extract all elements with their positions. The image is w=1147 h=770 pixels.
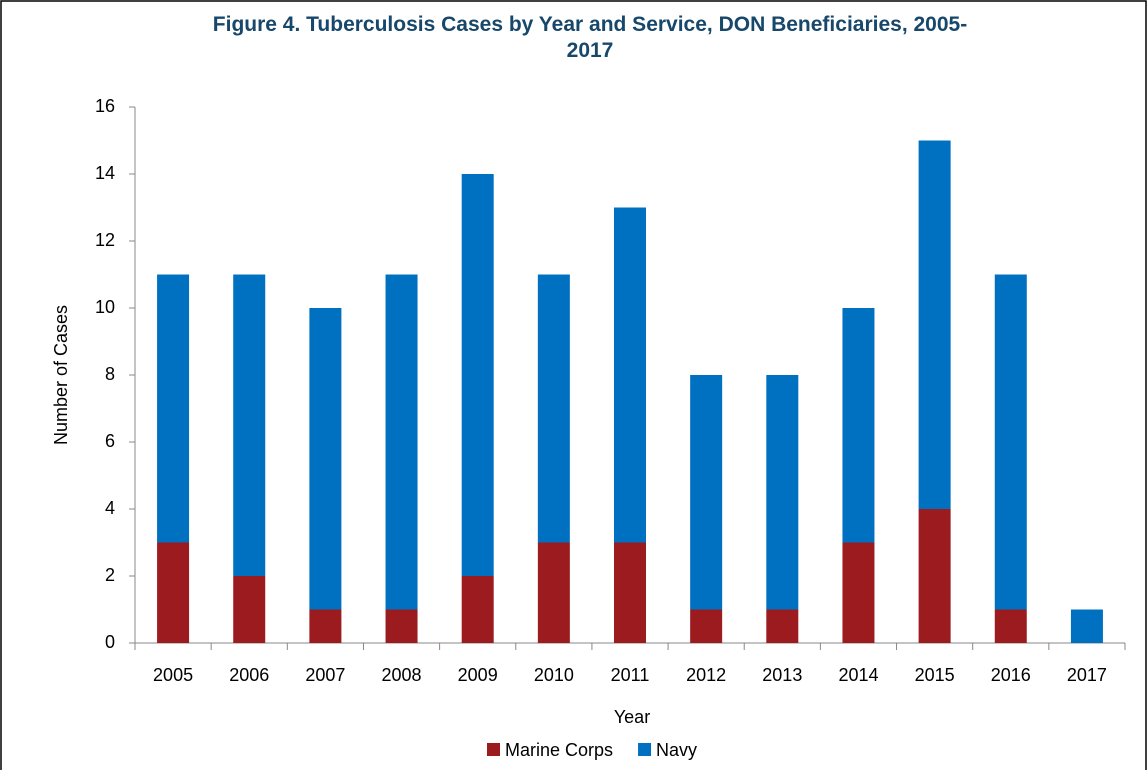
chart-title: Figure 4. Tuberculosis Cases by Year and… bbox=[212, 13, 968, 62]
x-tick-label: 2007 bbox=[305, 665, 345, 685]
bar-segment bbox=[537, 274, 570, 543]
bar-segment bbox=[385, 274, 418, 610]
bar-segment bbox=[614, 207, 646, 543]
x-tick-label: 2008 bbox=[382, 665, 422, 685]
x-tick-label: 2013 bbox=[762, 665, 802, 685]
bar-segment bbox=[233, 274, 266, 576]
y-tick-label: 16 bbox=[95, 96, 115, 116]
legend-swatch bbox=[638, 743, 652, 756]
bar-segment bbox=[537, 542, 570, 643]
bar-segment bbox=[461, 576, 494, 643]
bar-segment bbox=[1070, 609, 1103, 643]
y-tick-label: 10 bbox=[95, 297, 115, 317]
x-tick-label: 2005 bbox=[153, 665, 193, 685]
y-tick-label: 12 bbox=[95, 230, 115, 250]
x-tick-label: 2006 bbox=[229, 665, 269, 685]
x-tick-label: 2015 bbox=[915, 665, 955, 685]
bar-segment bbox=[461, 174, 494, 576]
legend-swatch bbox=[487, 743, 500, 756]
y-axis-label: Number of Cases bbox=[51, 305, 71, 445]
bar-segment bbox=[842, 308, 875, 543]
bar-segment bbox=[309, 308, 342, 610]
bar-segment bbox=[690, 375, 723, 610]
x-tick-label: 2012 bbox=[686, 665, 726, 685]
x-tick-label: 2010 bbox=[534, 665, 574, 685]
bar-segment bbox=[385, 609, 418, 643]
y-tick-label: 6 bbox=[105, 431, 115, 451]
bar-segment bbox=[233, 576, 266, 643]
y-tick-label: 4 bbox=[105, 498, 115, 518]
bar-segment bbox=[309, 609, 342, 643]
bar-segment bbox=[614, 542, 646, 643]
bar-segment bbox=[994, 274, 1027, 610]
bar-segment bbox=[766, 375, 799, 610]
x-tick-label: 2016 bbox=[991, 665, 1031, 685]
y-tick-label: 14 bbox=[95, 163, 115, 183]
bar-segment bbox=[766, 609, 799, 643]
bar-segment bbox=[157, 274, 190, 543]
y-tick-label: 2 bbox=[105, 565, 115, 585]
x-tick-label: 2017 bbox=[1067, 665, 1107, 685]
legend-label: Navy bbox=[656, 740, 697, 760]
y-tick-label: 8 bbox=[105, 364, 115, 384]
bar-segment bbox=[690, 609, 723, 643]
bar-segment bbox=[918, 140, 951, 509]
y-tick-label: 0 bbox=[105, 632, 115, 652]
x-tick-label: 2009 bbox=[458, 665, 498, 685]
bar-segment bbox=[918, 509, 951, 643]
bar-segment bbox=[157, 542, 190, 643]
x-axis-label: Year bbox=[614, 707, 650, 727]
bar-segment bbox=[842, 542, 875, 643]
x-tick-label: 2011 bbox=[611, 665, 650, 685]
x-tick-label: 2014 bbox=[838, 665, 878, 685]
legend-label: Marine Corps bbox=[505, 740, 613, 760]
bar-segment bbox=[994, 609, 1027, 643]
